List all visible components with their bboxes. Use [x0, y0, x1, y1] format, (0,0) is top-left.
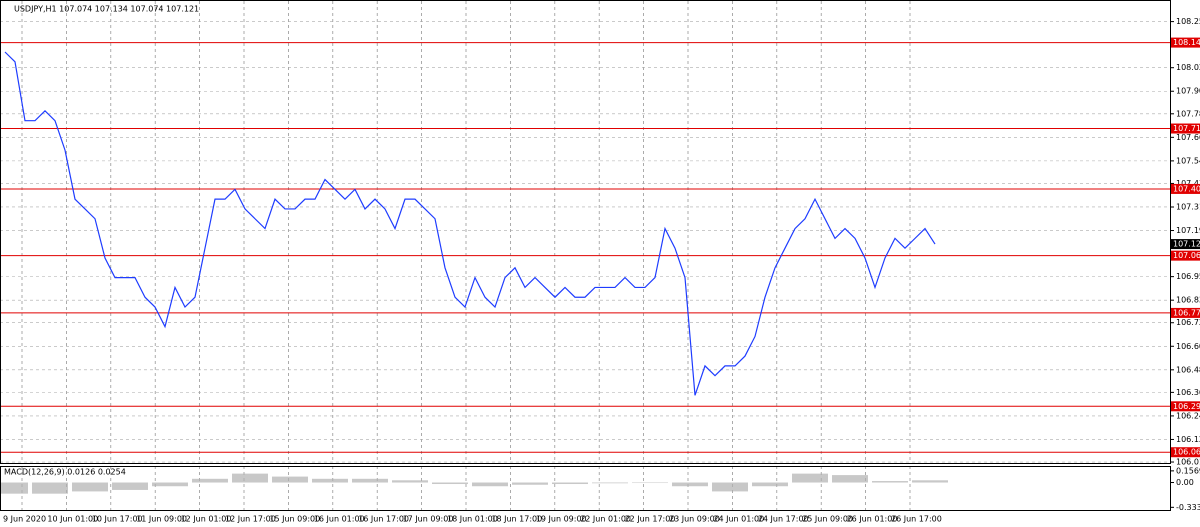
- y-tick-label: 106.720: [1176, 318, 1200, 327]
- level-tag: [1171, 183, 1200, 194]
- x-tick-label: 18 Jun 17:00: [491, 515, 542, 524]
- y-tick-label: 106.010: [1176, 458, 1200, 467]
- level-tag: [1171, 250, 1200, 261]
- y-tick-label: 106.480: [1176, 365, 1200, 374]
- x-tick-label: 11 Jun 09:00: [136, 515, 187, 524]
- level-label: 106.060: [1173, 448, 1200, 457]
- x-tick-label: 12 Jun 01:00: [181, 515, 232, 524]
- x-tick-label: 25 Jun 09:00: [802, 515, 853, 524]
- x-tick-label: 15 Jun 09:00: [269, 515, 320, 524]
- level-tag: [1171, 307, 1200, 318]
- macd-bar: [0, 482, 28, 494]
- macd-bar: [392, 480, 428, 483]
- macd-bar: [152, 482, 188, 487]
- x-tick-label: 18 Jun 01:00: [447, 515, 498, 524]
- x-tick-label: 26 Jun 17:00: [891, 515, 942, 524]
- macd-bar: [832, 475, 868, 483]
- level-tag: [1171, 37, 1200, 48]
- y-tick-label: 107.900: [1176, 87, 1200, 96]
- x-tick-label: 19 Jun 09:00: [536, 515, 587, 524]
- level-tag: [1171, 123, 1200, 134]
- y-tick-label: 108.020: [1176, 63, 1200, 72]
- y-tick-label: 108.255: [1176, 17, 1200, 26]
- y-tick-label: 106.955: [1176, 272, 1200, 281]
- macd-bar: [512, 482, 548, 485]
- macd-bar: [352, 478, 388, 483]
- level-label: 106.770: [1173, 308, 1200, 317]
- y-tick-label: 107.310: [1176, 202, 1200, 211]
- current-price-tag: [1171, 239, 1200, 250]
- macd-bar: [72, 482, 108, 492]
- macd-title: MACD(12,26,9) 0.0126 0.0254: [4, 468, 126, 477]
- macd-bar: [792, 473, 828, 483]
- macd-bar: [272, 476, 308, 483]
- macd-bar: [872, 481, 908, 483]
- x-tick-label: 10 Jun 17:00: [92, 515, 143, 524]
- macd-bar: [232, 473, 268, 483]
- x-tick-label: 23 Jun 09:00: [669, 515, 720, 524]
- macd-bar: [632, 482, 668, 484]
- macd-bar: [752, 482, 788, 487]
- level-tag: [1171, 401, 1200, 412]
- macd-bar: [592, 482, 628, 484]
- y-tick-label: 107.190: [1176, 226, 1200, 235]
- y-tick-label: 106.365: [1176, 388, 1200, 397]
- x-tick-label: 10 Jun 01:00: [47, 515, 98, 524]
- level-label: 106.294: [1173, 402, 1200, 411]
- macd-bar: [312, 478, 348, 483]
- macd-bar: [32, 482, 68, 494]
- macd-bar: [112, 482, 148, 490]
- y-tick-label: 107.785: [1176, 109, 1200, 118]
- price-line: [4, 51, 936, 396]
- symbol-header: USDJPY,H1 107.074 107.134 107.074 107.12…: [14, 5, 199, 14]
- macd-bar: [672, 482, 708, 487]
- main-panel-border: [0, 0, 1171, 464]
- x-tick-label: 24 Jun 17:00: [758, 515, 809, 524]
- level-label: 107.710: [1173, 124, 1200, 133]
- macd-bar: [192, 478, 228, 483]
- macd-bar: [712, 482, 748, 492]
- macd-panel-border: [0, 466, 1171, 511]
- level-label: 108.148: [1173, 38, 1200, 47]
- x-tick-label: 16 Jun 01:00: [314, 515, 365, 524]
- y-tick-label: 106.245: [1176, 411, 1200, 420]
- macd-bar: [432, 482, 468, 485]
- x-tick-label: 22 Jun 01:00: [580, 515, 631, 524]
- y-tick-label: 106.125: [1176, 435, 1200, 444]
- level-tag: [1171, 447, 1200, 458]
- y-tick-label: 106.600: [1176, 342, 1200, 351]
- macd-bar: [472, 482, 508, 487]
- y-tick-label: 0.1569: [1176, 466, 1200, 475]
- y-tick-label: -0.3339: [1176, 503, 1200, 512]
- x-tick-label: 12 Jun 17:00: [225, 515, 276, 524]
- y-tick-label: 107.545: [1176, 156, 1200, 165]
- level-label: 107.062: [1173, 251, 1200, 260]
- x-tick-label: 17 Jun 09:00: [403, 515, 454, 524]
- macd-bar: [912, 480, 948, 483]
- y-tick-label: 107.430: [1176, 179, 1200, 188]
- level-label: 107.402: [1173, 184, 1200, 193]
- y-tick-label: 106.835: [1176, 296, 1200, 305]
- x-tick-label: 9 Jun 2020: [3, 515, 46, 524]
- macd-bar: [552, 482, 588, 485]
- x-tick-label: 16 Jun 17:00: [358, 515, 409, 524]
- y-tick-label: 0.00: [1176, 478, 1194, 487]
- x-tick-label: 24 Jun 01:00: [713, 515, 764, 524]
- x-tick-label: 26 Jun 01:00: [847, 515, 898, 524]
- current-price-label: 107.121: [1173, 240, 1200, 249]
- y-tick-label: 107.665: [1176, 133, 1200, 142]
- x-tick-label: 22 Jun 17:00: [625, 515, 676, 524]
